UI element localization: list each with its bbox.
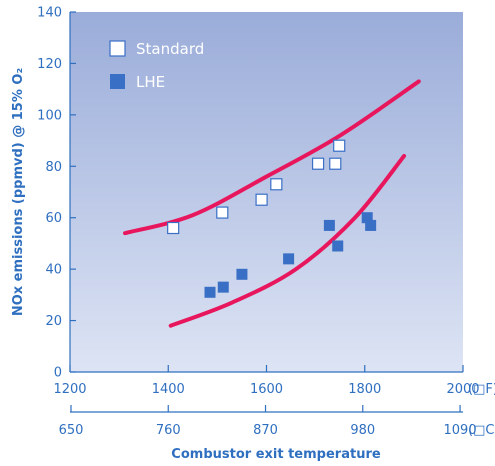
x-tick-label: 1400 xyxy=(152,382,185,397)
x-axis-title: Combustor exit temperature xyxy=(171,447,381,462)
standard-data-point xyxy=(270,178,283,191)
y-tick-label: 40 xyxy=(45,263,62,278)
x2-tick-label: 650 xyxy=(59,423,84,438)
x2-tick-label: 760 xyxy=(156,423,181,438)
legend-marker-lhe xyxy=(110,74,125,89)
lhe-data-point xyxy=(217,281,229,293)
x-axis-unit-fahrenheit: (□F) xyxy=(468,382,495,397)
lhe-data-point xyxy=(332,240,344,252)
standard-data-point xyxy=(311,157,325,170)
y-tick-label: 120 xyxy=(37,57,62,72)
y-axis-title: NOx emissions (ppmvd) @ 15% O₂ xyxy=(11,68,26,316)
trend-curves xyxy=(123,79,421,328)
y-tick-label: 60 xyxy=(45,211,62,226)
lhe-data-point xyxy=(323,219,335,231)
x2-tick-label: 1090 xyxy=(444,423,477,438)
x-tick-label: 2000 xyxy=(446,382,479,397)
lhe-data-point xyxy=(283,253,295,265)
legend-marker-standard xyxy=(109,40,126,57)
standard-data-point xyxy=(255,193,268,206)
x2-tick-label: 870 xyxy=(253,423,278,438)
plot-area xyxy=(70,12,463,372)
y-tick-label: 0 xyxy=(54,366,62,381)
y-tick-label: 80 xyxy=(45,160,62,175)
x2-tick-label: 980 xyxy=(350,423,375,438)
lhe-data-point xyxy=(365,219,377,231)
x-tick-label: 1200 xyxy=(53,382,86,397)
trend-curve-lower xyxy=(168,154,407,328)
x-tick-label: 1800 xyxy=(348,382,381,397)
lhe-data-point xyxy=(361,212,373,224)
standard-data-point xyxy=(333,139,346,152)
y-tick-label: 100 xyxy=(37,108,62,123)
data-points xyxy=(167,139,377,298)
y-tick-label: 20 xyxy=(45,314,62,329)
standard-data-point xyxy=(216,206,229,219)
lhe-data-point xyxy=(236,268,248,280)
x-tick-label: 1600 xyxy=(250,382,283,397)
y-tick-label: 140 xyxy=(37,6,62,21)
standard-data-point xyxy=(167,221,180,235)
axes: 0 20 40 60 80 100 120 140 1200 1400 1600 1800 2000 65… xyxy=(37,6,479,439)
legend: Standard LHE xyxy=(109,40,204,91)
x-axis-unit-celsius: (□C) xyxy=(468,423,495,438)
legend-label-standard: Standard xyxy=(136,40,204,58)
standard-data-point xyxy=(329,157,342,170)
trend-curve-upper xyxy=(123,79,421,236)
legend-label-lhe: LHE xyxy=(136,73,165,91)
lhe-data-point xyxy=(204,286,216,298)
